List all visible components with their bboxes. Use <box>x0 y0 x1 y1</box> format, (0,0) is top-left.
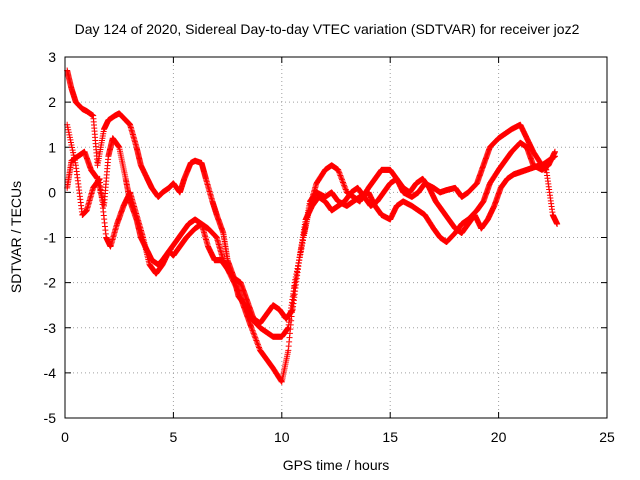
data-point <box>253 338 260 345</box>
data-point <box>551 148 558 155</box>
data-point <box>69 147 76 154</box>
data-point <box>253 337 260 344</box>
data-point <box>66 131 73 138</box>
data-point <box>336 169 343 176</box>
data-point <box>72 159 79 166</box>
x-tick-label: 15 <box>382 429 398 445</box>
data-point <box>250 330 257 337</box>
data-point <box>67 139 74 146</box>
y-tick-label: -2 <box>44 275 57 291</box>
data-point <box>336 171 343 178</box>
data-point <box>248 324 255 331</box>
y-tick-label: -3 <box>44 320 57 336</box>
series-track-c <box>64 121 561 327</box>
x-tick-label: 5 <box>170 429 178 445</box>
y-tick-label: -4 <box>44 365 57 381</box>
data-point <box>252 334 259 341</box>
plot-border <box>64 56 608 419</box>
chart-title: Day 124 of 2020, Sidereal Day-to-day VTE… <box>75 21 580 37</box>
axis-ticks: 0 5 10 15 20 25 -5 -4 -3 -2 -1 0 1 2 3 <box>44 49 615 445</box>
data-point <box>335 168 342 175</box>
data-point <box>250 328 257 335</box>
data-point <box>71 157 78 164</box>
x-tick-label: 10 <box>274 429 290 445</box>
y-tick-label: 3 <box>48 49 56 65</box>
grid <box>65 57 607 418</box>
data-point <box>64 124 71 131</box>
data-point <box>255 343 262 350</box>
y-tick-label: -1 <box>44 230 57 246</box>
data-point <box>251 331 258 338</box>
x-axis-label: GPS time / hours <box>283 457 390 473</box>
data-point <box>342 185 349 192</box>
data-point <box>66 134 73 141</box>
data-point <box>65 129 72 136</box>
x-tick-label: 25 <box>599 429 615 445</box>
series-track-b <box>64 135 558 385</box>
data-point <box>335 166 342 173</box>
data-point <box>338 176 345 183</box>
data-point <box>554 220 561 227</box>
data-point <box>254 341 261 348</box>
data-point <box>338 175 345 182</box>
data-point <box>254 340 261 347</box>
data-point <box>340 179 347 186</box>
data-point <box>67 136 74 143</box>
y-tick-label: 2 <box>48 94 56 110</box>
data-point <box>278 378 285 385</box>
data-point <box>249 327 256 334</box>
data-point <box>248 326 255 333</box>
data-points <box>64 67 561 385</box>
data-point <box>337 173 344 180</box>
data-point <box>65 126 72 133</box>
data-point <box>71 154 78 161</box>
data-point <box>337 172 344 179</box>
y-tick-label: -5 <box>44 410 57 426</box>
data-point <box>340 180 347 187</box>
y-tick-label: 0 <box>48 184 56 200</box>
data-point <box>339 178 346 185</box>
data-point <box>212 233 219 240</box>
data-point <box>70 149 77 156</box>
data-point <box>341 183 348 190</box>
data-point <box>251 333 258 340</box>
x-tick-label: 0 <box>61 429 69 445</box>
data-point <box>252 336 259 343</box>
data-point <box>69 144 76 151</box>
data-point <box>256 344 263 351</box>
y-tick-label: 1 <box>48 139 56 155</box>
data-point <box>342 186 349 193</box>
data-point <box>341 182 348 189</box>
data-point <box>70 152 77 159</box>
x-tick-label: 20 <box>491 429 507 445</box>
y-axis-label: SDTVAR / TECUs <box>8 181 24 293</box>
data-point <box>68 141 75 148</box>
